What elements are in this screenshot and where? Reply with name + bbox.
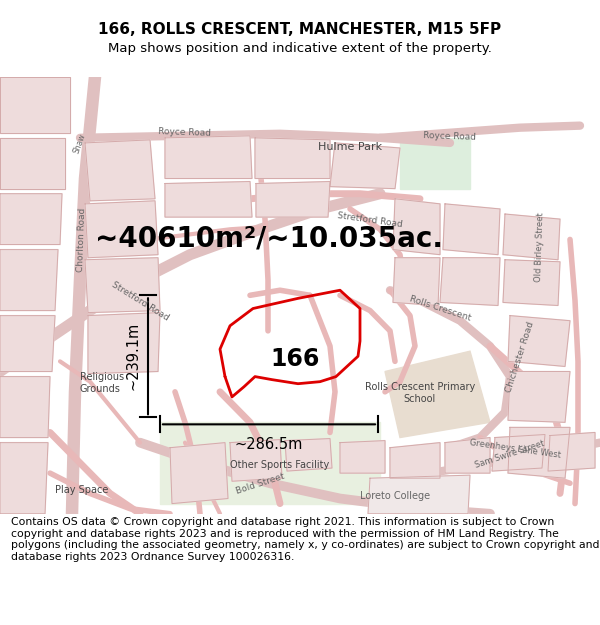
Text: Rolls Crescent Primary
School: Rolls Crescent Primary School bbox=[365, 382, 475, 404]
Polygon shape bbox=[170, 442, 228, 504]
Polygon shape bbox=[85, 201, 158, 258]
Polygon shape bbox=[385, 351, 490, 438]
Text: Sam Swire Street: Sam Swire Street bbox=[474, 439, 546, 470]
Polygon shape bbox=[85, 140, 155, 201]
Polygon shape bbox=[492, 434, 545, 471]
Polygon shape bbox=[256, 181, 330, 217]
Polygon shape bbox=[255, 138, 330, 179]
Text: Stretford Road: Stretford Road bbox=[337, 211, 403, 229]
Polygon shape bbox=[0, 249, 58, 311]
Polygon shape bbox=[445, 438, 490, 473]
Text: Old Birley Street: Old Birley Street bbox=[534, 212, 546, 282]
Text: Royce Road: Royce Road bbox=[158, 127, 212, 138]
Polygon shape bbox=[0, 316, 55, 371]
Text: Chorlton Road: Chorlton Road bbox=[76, 208, 88, 272]
Polygon shape bbox=[400, 138, 470, 189]
Polygon shape bbox=[440, 258, 500, 306]
Text: Shaw: Shaw bbox=[72, 132, 88, 155]
Polygon shape bbox=[330, 143, 400, 189]
Polygon shape bbox=[0, 138, 65, 189]
Polygon shape bbox=[368, 475, 470, 514]
Text: ~239.1m: ~239.1m bbox=[125, 322, 140, 391]
Text: ~40610m²/~10.035ac.: ~40610m²/~10.035ac. bbox=[95, 224, 443, 253]
Text: Play Space: Play Space bbox=[55, 486, 109, 496]
Polygon shape bbox=[230, 439, 282, 481]
Text: Chichester Road: Chichester Road bbox=[504, 321, 536, 394]
Text: Bold Street: Bold Street bbox=[235, 471, 286, 496]
Text: Contains OS data © Crown copyright and database right 2021. This information is : Contains OS data © Crown copyright and d… bbox=[11, 517, 599, 562]
Text: Greenheys Lane West: Greenheys Lane West bbox=[469, 438, 561, 460]
Polygon shape bbox=[503, 260, 560, 306]
Polygon shape bbox=[508, 371, 570, 423]
Polygon shape bbox=[0, 194, 62, 244]
Polygon shape bbox=[0, 77, 70, 132]
Polygon shape bbox=[165, 181, 252, 217]
Polygon shape bbox=[340, 441, 385, 473]
Polygon shape bbox=[85, 258, 160, 312]
Text: Other Sports Facility: Other Sports Facility bbox=[230, 460, 329, 470]
Polygon shape bbox=[503, 214, 560, 260]
Text: Stretford Road: Stretford Road bbox=[110, 280, 170, 322]
Polygon shape bbox=[508, 428, 570, 478]
Polygon shape bbox=[393, 199, 440, 254]
Polygon shape bbox=[548, 432, 595, 471]
Polygon shape bbox=[393, 258, 440, 306]
Text: Map shows position and indicative extent of the property.: Map shows position and indicative extent… bbox=[108, 42, 492, 56]
Polygon shape bbox=[443, 204, 500, 254]
Text: 166: 166 bbox=[271, 348, 320, 371]
Polygon shape bbox=[0, 377, 50, 438]
Polygon shape bbox=[160, 422, 380, 504]
Text: Loreto College: Loreto College bbox=[360, 491, 430, 501]
Text: ~286.5m: ~286.5m bbox=[235, 436, 303, 451]
Polygon shape bbox=[165, 136, 252, 179]
Text: Royce Road: Royce Road bbox=[424, 131, 476, 142]
Text: Religious
Grounds: Religious Grounds bbox=[80, 372, 124, 394]
Polygon shape bbox=[0, 442, 48, 514]
Text: Rolls Crescent: Rolls Crescent bbox=[408, 294, 472, 322]
Text: Hulme Park: Hulme Park bbox=[318, 142, 382, 152]
Polygon shape bbox=[390, 442, 440, 478]
Polygon shape bbox=[285, 439, 332, 471]
Polygon shape bbox=[88, 312, 160, 374]
Text: 166, ROLLS CRESCENT, MANCHESTER, M15 5FP: 166, ROLLS CRESCENT, MANCHESTER, M15 5FP bbox=[98, 21, 502, 36]
Polygon shape bbox=[508, 316, 570, 366]
